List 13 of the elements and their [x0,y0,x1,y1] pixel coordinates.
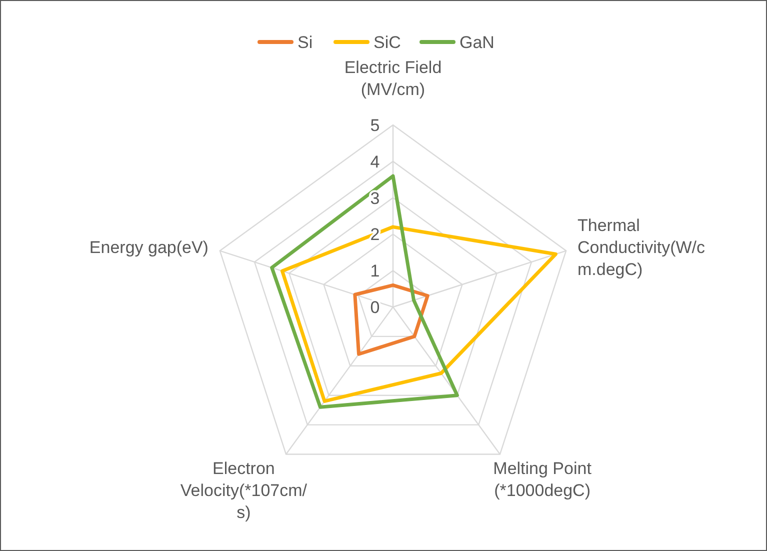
legend-label: SiC [374,32,401,52]
spoke-label: Electron Velocity(*107cm/s) [180,458,308,522]
y-tick-label: 5 [370,116,380,135]
spoke-label: Melting Point (*1000degC) [493,458,592,500]
y-tick-label: 3 [370,188,380,208]
y-tick-label: 0 [370,298,380,317]
spoke-label: Thermal Conductivity(W/cm.degC) [578,216,706,279]
y-tick-label: 4 [370,152,380,172]
legend-label: Si [298,32,313,52]
spoke-label: Energy gap(eV) [89,238,208,257]
y-tick-label: 1 [370,262,380,281]
legend-label: GaN [460,32,494,52]
spoke-label: Electric Field (MV/cm) [344,58,442,99]
